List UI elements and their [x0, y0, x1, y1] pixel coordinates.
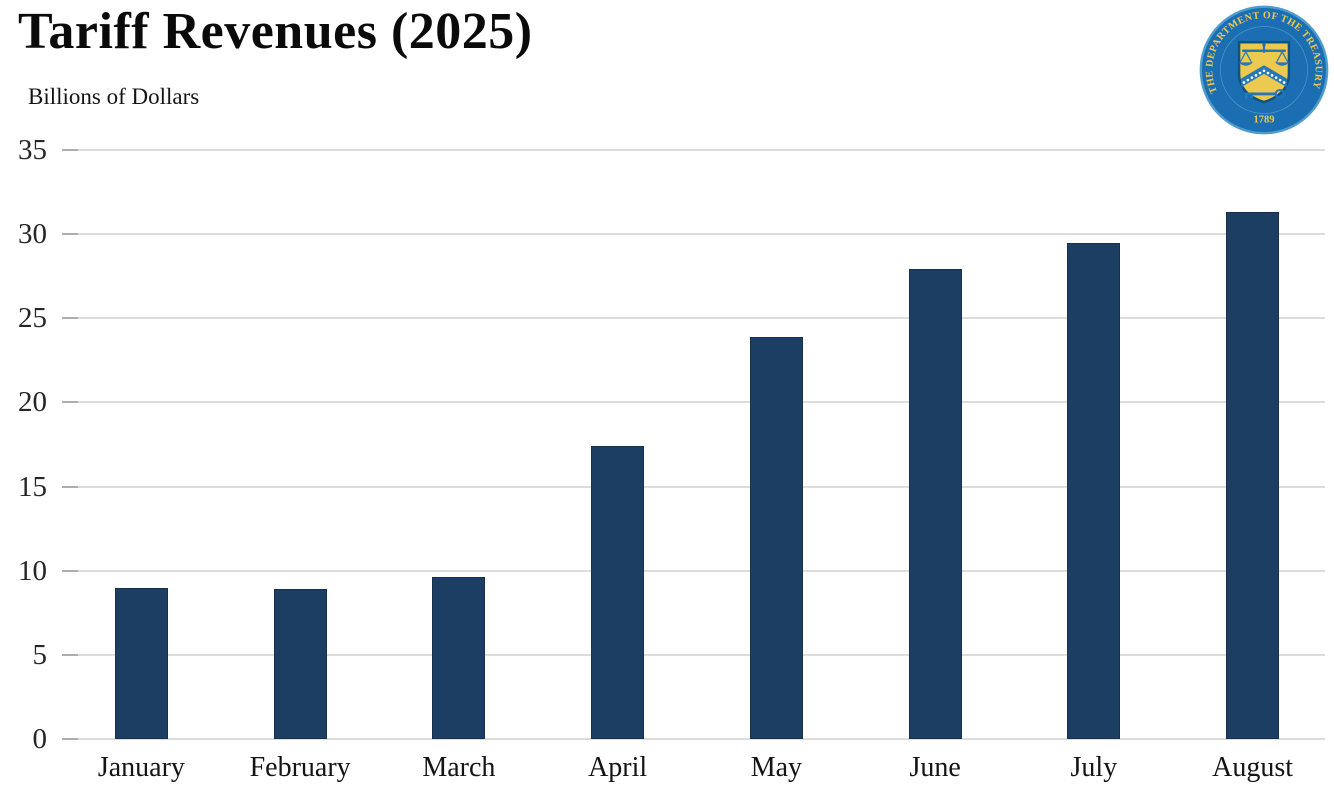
y-tick-25: [62, 317, 78, 320]
y-axis-label-30: 30: [18, 218, 47, 251]
y-axis-label-0: 0: [32, 723, 48, 755]
y-tick-10: [62, 569, 78, 572]
bar-march: [432, 577, 486, 739]
y-axis-label-10: 10: [18, 554, 47, 587]
x-axis-label-april: April: [588, 752, 648, 783]
bar-june: [908, 269, 962, 739]
gridline-0: [62, 738, 1325, 740]
bar-january: [114, 587, 168, 739]
bar-august: [1226, 212, 1280, 739]
y-tick-5: [62, 653, 78, 656]
y-axis-label-5: 5: [32, 638, 48, 671]
y-tick-20: [62, 401, 78, 404]
y-tick-0: [62, 738, 78, 740]
bar-february: [273, 589, 327, 739]
gridline-30: [62, 233, 1325, 236]
seal-key-icon: [1244, 88, 1285, 100]
bar-july: [1067, 242, 1121, 739]
gridline-35: [62, 149, 1325, 151]
gridline-15: [62, 485, 1325, 488]
y-axis-label-35: 35: [18, 134, 47, 166]
y-axis-units-label: Billions of Dollars: [28, 84, 200, 109]
y-tick-30: [62, 233, 78, 236]
x-axis-label-july: July: [1070, 752, 1118, 783]
seal-scales-icon: [1238, 43, 1290, 66]
seal-shield: [1237, 41, 1291, 104]
x-axis-label-january: January: [97, 752, 185, 783]
seal-chevron: [1241, 65, 1287, 88]
x-axis-label-march: March: [422, 752, 496, 783]
y-axis-label-20: 20: [18, 386, 47, 419]
x-axis-label-may: May: [750, 752, 803, 783]
bar-april: [591, 446, 645, 739]
y-axis-label-25: 25: [18, 302, 47, 335]
bar-may: [749, 336, 803, 739]
treasury-seal-logo: THE DEPARTMENT OF THE TREASURY: [1199, 5, 1329, 135]
x-axis-label-august: August: [1212, 752, 1294, 783]
gridline-5: [62, 653, 1325, 656]
gridline-25: [62, 317, 1325, 320]
y-axis-label-15: 15: [18, 470, 47, 503]
y-tick-15: [62, 485, 78, 488]
x-axis-label-june: June: [909, 752, 961, 783]
x-axis-label-february: February: [249, 752, 351, 783]
seal-year: 1789: [1253, 115, 1274, 126]
y-tick-35: [62, 149, 78, 151]
chart-title: Tariff Revenues (2025): [18, 3, 533, 60]
gridline-20: [62, 401, 1325, 404]
gridline-10: [62, 569, 1325, 572]
